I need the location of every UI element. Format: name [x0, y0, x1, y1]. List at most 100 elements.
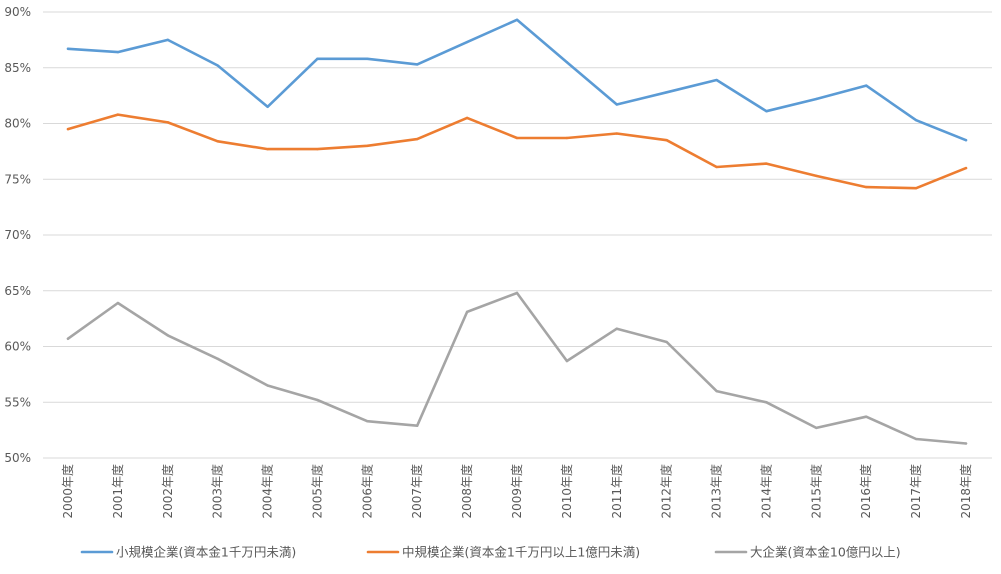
x-tick-label: 2006年度	[359, 464, 374, 519]
x-tick-label: 2001年度	[110, 464, 125, 519]
x-axis-ticks: 2000年度 2001年度 2002年度 2003年度 2004年度 2005年度 2006…	[60, 464, 973, 519]
x-tick-label: 2016年度	[858, 464, 873, 519]
data-point	[765, 162, 768, 165]
series-3	[66, 291, 968, 445]
data-point	[964, 139, 968, 142]
data-point	[964, 166, 968, 170]
x-tick-label: 2013年度	[709, 464, 724, 519]
data-point	[116, 113, 120, 116]
data-point	[964, 442, 968, 445]
data-point	[715, 165, 718, 169]
data-point	[815, 97, 818, 101]
y-tick-label: 85%	[4, 61, 31, 75]
data-point	[565, 359, 569, 363]
y-tick-label: 60%	[4, 340, 31, 354]
x-tick-label: 2004年度	[260, 464, 275, 519]
series-lines	[66, 18, 968, 445]
data-point	[665, 340, 668, 344]
x-tick-label: 2000年度	[60, 464, 75, 519]
data-point	[316, 147, 319, 151]
x-tick-label: 2011年度	[609, 464, 624, 519]
legend-label: 小規模企業(資本金1千万円未満)	[116, 545, 296, 560]
x-tick-label: 2007年度	[409, 464, 424, 519]
legend-label: 中規模企業(資本金1千万円以上1億円未満)	[402, 545, 640, 560]
data-point	[765, 110, 768, 113]
y-tick-label: 75%	[4, 172, 31, 186]
data-point	[316, 57, 319, 61]
data-point	[615, 327, 618, 330]
legend-item-3: 大企業(資本金10億円以上)	[714, 545, 901, 560]
data-point	[66, 47, 70, 50]
x-tick-label: 2018年度	[958, 464, 973, 519]
data-point	[116, 301, 120, 305]
x-tick-label: 2005年度	[309, 464, 324, 519]
data-point	[615, 132, 618, 135]
data-point	[715, 78, 718, 82]
y-tick-label: 55%	[4, 395, 31, 409]
series-1	[66, 18, 968, 142]
data-point	[865, 185, 868, 189]
data-point	[914, 186, 918, 190]
legend-item-2: 中規模企業(資本金1千万円以上1億円未満)	[366, 545, 640, 560]
series-line-3	[66, 291, 968, 445]
gridlines	[43, 11, 992, 459]
data-point	[465, 310, 469, 314]
y-tick-label: 70%	[4, 228, 31, 242]
data-point	[715, 389, 718, 393]
data-point	[865, 415, 868, 418]
data-point	[316, 398, 319, 402]
x-tick-label: 2009年度	[509, 464, 524, 519]
legend: 小規模企業(資本金1千万円未満) 中規模企業(資本金1千万円以上1億円未満) 大企業…	[80, 545, 901, 560]
data-point	[515, 291, 519, 295]
x-tick-label: 2017年度	[908, 464, 923, 519]
y-tick-label: 65%	[4, 284, 31, 298]
data-point	[465, 116, 469, 120]
data-point	[66, 127, 70, 131]
data-point	[66, 337, 70, 340]
legend-label: 大企業(資本金10億円以上)	[750, 545, 901, 560]
data-point	[216, 140, 219, 143]
data-point	[465, 40, 469, 44]
data-point	[665, 139, 668, 142]
data-point	[565, 60, 569, 64]
y-axis-ticks: 50% 55% 60% 65% 70% 75% 80% 85% 90%	[4, 5, 31, 465]
data-point	[116, 50, 120, 54]
series-line-1	[66, 18, 968, 142]
data-point	[515, 136, 519, 140]
data-point	[515, 18, 519, 22]
data-point	[615, 103, 618, 106]
data-point	[166, 121, 169, 124]
data-point	[266, 384, 269, 387]
data-point	[865, 84, 868, 87]
data-point	[266, 147, 269, 151]
data-point	[366, 144, 369, 147]
data-point	[416, 137, 419, 141]
data-point	[815, 426, 818, 430]
data-point	[565, 136, 569, 140]
data-point	[665, 91, 668, 94]
data-point	[266, 105, 269, 108]
x-tick-label: 2008年度	[459, 464, 474, 519]
x-tick-label: 2010年度	[559, 464, 574, 519]
data-point	[416, 424, 419, 427]
data-point	[216, 64, 219, 67]
x-tick-label: 2003年度	[210, 464, 225, 519]
y-tick-label: 90%	[4, 5, 31, 19]
data-point	[765, 401, 768, 404]
x-tick-label: 2002年度	[160, 464, 175, 519]
x-tick-label: 2015年度	[808, 464, 823, 519]
legend-item-1: 小規模企業(資本金1千万円未満)	[80, 545, 296, 560]
data-point	[416, 63, 419, 66]
y-tick-label: 50%	[4, 451, 31, 465]
x-tick-label: 2012年度	[659, 464, 674, 519]
y-tick-label: 80%	[4, 117, 31, 131]
data-point	[216, 357, 219, 360]
data-point	[166, 334, 169, 337]
series-line-2	[66, 113, 968, 190]
data-point	[815, 174, 818, 178]
series-2	[66, 113, 968, 190]
data-point	[914, 118, 918, 122]
data-point	[914, 437, 918, 441]
